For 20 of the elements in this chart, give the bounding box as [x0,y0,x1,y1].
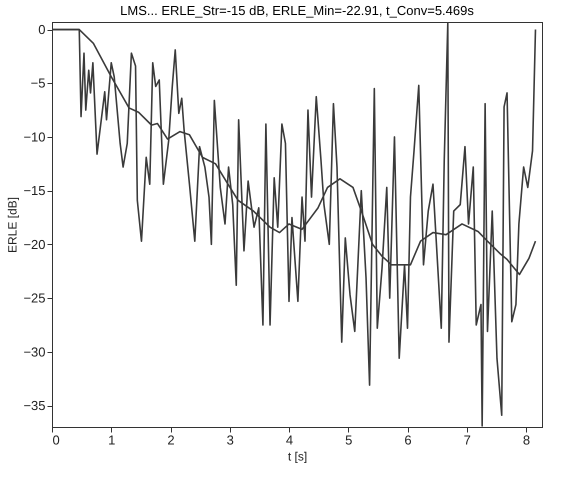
y-tick-label: −35 [23,398,46,414]
y-tick-label: −10 [23,129,46,144]
y-tick-label: −15 [23,183,46,198]
x-tick-label: 5 [345,432,352,448]
x-tick-label: 8 [522,432,530,448]
x-tick-label: 4 [286,432,294,448]
y-tick-label: −25 [23,290,46,306]
x-tick-label: 0 [52,432,60,448]
x-tick-label: 1 [108,432,116,448]
y-tick-label: −30 [23,344,46,360]
x-tick-label: 3 [226,432,234,448]
x-tick-label: 6 [404,432,412,448]
y-tick-label: −20 [23,236,46,252]
x-tick-label: 2 [167,432,175,448]
x-axis-title: t [s] [288,450,308,464]
x-tick-label: 7 [464,432,471,448]
y-tick-label: −5 [30,76,46,91]
y-tick-label: 0 [38,22,46,38]
chart-title: LMS... ERLE_Str=-15 dB, ERLE_Min=-22.91, t_Conv=5.469s [120,3,474,18]
y-axis-title: ERLE [dB] [5,196,20,254]
